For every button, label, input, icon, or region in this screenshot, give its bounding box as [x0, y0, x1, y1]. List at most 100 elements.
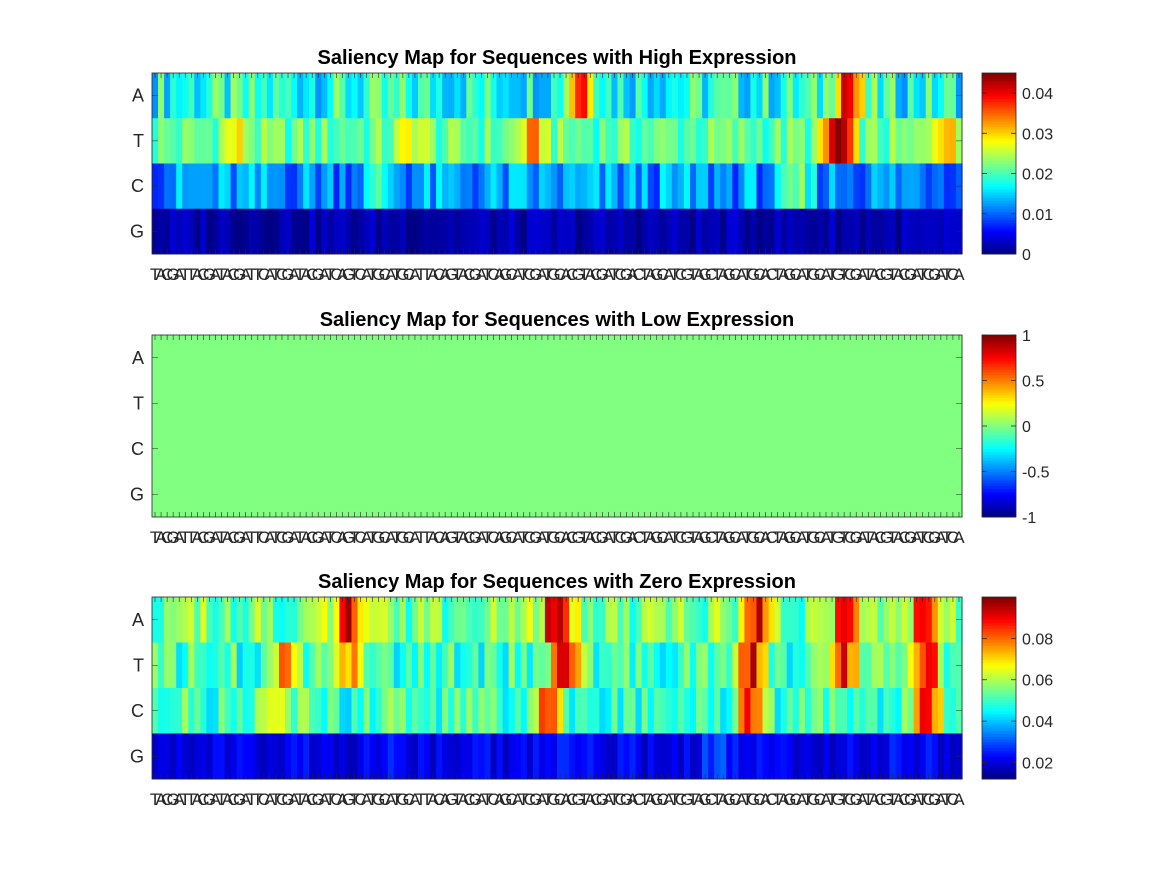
x-tick-label: T	[271, 790, 281, 809]
heatmap-cell	[454, 426, 461, 472]
heatmap-cell	[272, 118, 280, 164]
x-tick-label: T	[325, 790, 335, 809]
heatmap-cell	[478, 597, 486, 643]
heatmap-cell	[484, 642, 492, 689]
x-tick-label: A	[512, 790, 524, 809]
heatmap-cell	[671, 733, 679, 780]
heatmap-cell	[883, 208, 891, 255]
heatmap-cell	[557, 426, 564, 472]
heatmap-cell	[756, 73, 764, 119]
heatmap-cell	[375, 118, 383, 164]
heatmap-cell	[877, 597, 885, 643]
heatmap-cell	[550, 208, 558, 255]
heatmap-cell	[369, 163, 377, 210]
heatmap-cell	[224, 335, 232, 381]
heatmap-cell	[683, 426, 691, 472]
heatmap-cell	[272, 642, 280, 689]
x-tick-label: T	[150, 790, 160, 809]
heatmap-cell	[484, 688, 492, 734]
x-tick-label: A	[288, 790, 300, 809]
heatmap-panel-3: Saliency Map for Sequences with Zero Exp…	[130, 571, 1053, 809]
heatmap-cell	[363, 163, 371, 210]
heatmap-cell	[768, 471, 776, 518]
heatmap-cell	[925, 73, 933, 119]
heatmap-cell	[266, 597, 274, 643]
x-tick-label: C	[675, 265, 687, 284]
heatmap-cell	[889, 597, 897, 643]
heatmap-cell	[436, 426, 443, 472]
heatmap-cell	[919, 380, 927, 427]
colorbar-segment	[982, 679, 1016, 683]
heatmap-cell	[835, 118, 842, 164]
heatmap-cell	[653, 688, 661, 734]
heatmap-cell	[774, 380, 782, 427]
heatmap-cell	[291, 118, 298, 164]
x-tick-label: A	[192, 528, 204, 547]
colorbar-segment	[982, 465, 1016, 470]
heatmap-cell	[835, 163, 842, 210]
heatmap-cell	[321, 335, 328, 381]
heatmap-cell	[726, 471, 733, 518]
heatmap-cell	[671, 73, 679, 119]
colorbar-segment	[982, 386, 1016, 390]
heatmap-cell	[194, 335, 201, 381]
y-tick-label: G	[130, 221, 144, 241]
heatmap-cell	[327, 118, 334, 164]
colorbar-segment	[982, 491, 1016, 495]
heatmap-cell	[599, 733, 606, 780]
heatmap-cell	[641, 208, 649, 255]
panel-title: Saliency Map for Sequences with Low Expr…	[320, 309, 795, 331]
heatmap-cell	[689, 733, 697, 780]
heatmap-cell	[321, 597, 328, 643]
x-tick-label: A	[300, 265, 312, 284]
heatmap-cell	[454, 688, 461, 734]
heatmap-cell	[496, 733, 504, 780]
heatmap-cell	[708, 380, 715, 427]
heatmap-cell	[671, 335, 679, 381]
colorbar-segment	[982, 505, 1016, 509]
x-tick-label: T	[482, 528, 492, 547]
heatmap-cell	[176, 733, 183, 780]
heatmap-cell	[327, 471, 334, 518]
heatmap-cell	[871, 642, 878, 689]
heatmap-cell	[762, 118, 770, 164]
heatmap-cell	[593, 688, 600, 734]
heatmap-cell	[853, 208, 860, 255]
heatmap-cell	[411, 163, 419, 210]
heatmap-cell	[194, 380, 201, 427]
heatmap-cell	[587, 426, 594, 472]
heatmap-cell	[236, 733, 244, 780]
heatmap-cell	[750, 163, 758, 210]
heatmap-cell	[738, 380, 745, 427]
colorbar-segment	[982, 468, 1016, 472]
x-tick-label: T	[942, 528, 952, 547]
heatmap-cell	[659, 642, 667, 689]
heatmap-cell	[599, 380, 606, 427]
x-tick-label: T	[839, 790, 849, 809]
heatmap-cell	[744, 163, 752, 210]
heatmap-cell	[726, 335, 733, 381]
colorbar-segment	[982, 659, 1016, 663]
x-tick-label: T	[253, 265, 263, 284]
heatmap-cell	[865, 118, 872, 164]
x-tick-label: G	[928, 265, 941, 284]
x-tick-label: G	[342, 528, 355, 547]
x-tick-label: C	[463, 790, 475, 809]
heatmap-cell	[593, 380, 600, 427]
heatmap-cell	[629, 688, 637, 734]
heatmap-cell	[478, 118, 486, 164]
colorbar-segment	[982, 89, 1016, 94]
colorbar-segment	[982, 394, 1016, 399]
heatmap-cell	[689, 597, 697, 643]
heatmap-cell	[593, 163, 600, 210]
heatmap-cell	[230, 426, 238, 472]
x-tick-label: C	[675, 528, 687, 547]
colorbar-segment	[982, 222, 1016, 227]
heatmap-cell	[792, 688, 800, 734]
heatmap-cell	[399, 471, 407, 518]
heatmap-cell	[569, 642, 576, 689]
x-tick-label: C	[330, 265, 342, 284]
colorbar-segment	[982, 736, 1016, 740]
x-tick-label: C	[566, 790, 578, 809]
colorbar-tick-label: 0.08	[1022, 631, 1053, 648]
